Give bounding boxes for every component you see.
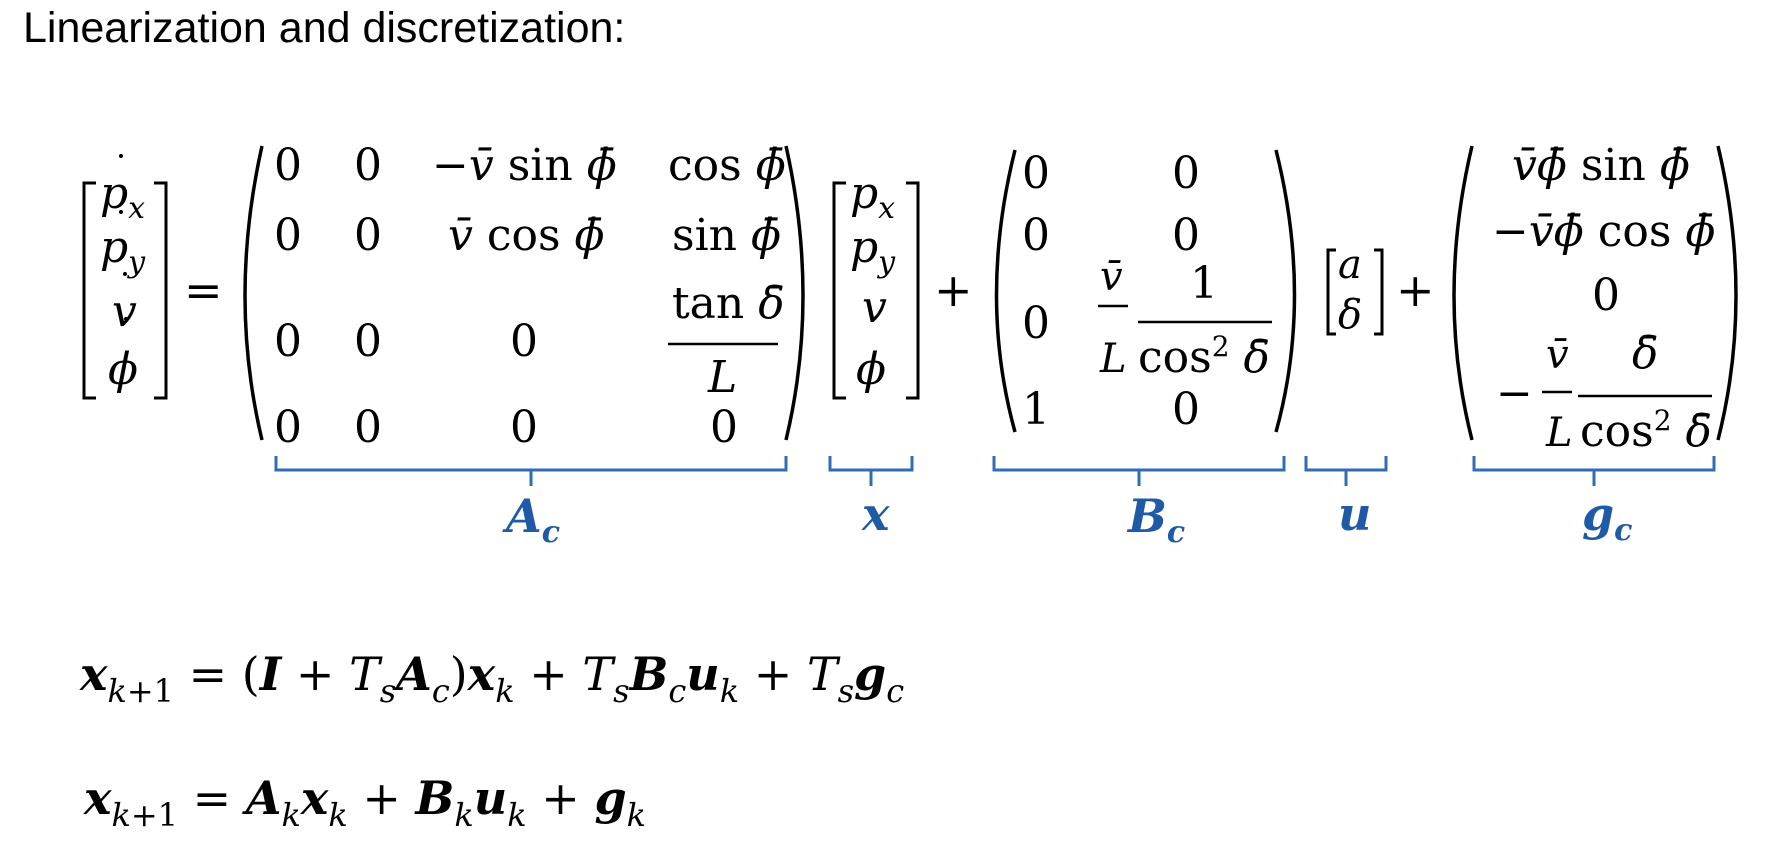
- svg-text:a: a: [1338, 242, 1362, 288]
- svg-text:0: 0: [510, 402, 538, 453]
- Ac-label: Ac: [502, 489, 560, 550]
- svg-text:v: v: [112, 286, 137, 337]
- svg-text:0: 0: [1022, 210, 1050, 261]
- x-label: x: [861, 487, 890, 541]
- u-vector: a δ: [1326, 242, 1384, 338]
- svg-text:δ̄: δ̄: [1632, 328, 1659, 379]
- svg-text:0: 0: [274, 316, 302, 367]
- svg-text:1: 1: [1022, 384, 1050, 435]
- svg-text:1: 1: [1190, 258, 1218, 309]
- svg-text:py: py: [850, 222, 896, 280]
- svg-text:−v̄ sin ϕ̄: −v̄ sin ϕ̄: [432, 140, 617, 191]
- svg-text:˙: ˙: [112, 206, 130, 247]
- u-label: u: [1338, 487, 1371, 541]
- svg-text:v: v: [862, 282, 887, 333]
- svg-text:0: 0: [274, 402, 302, 453]
- svg-text:0: 0: [1022, 298, 1050, 349]
- underbraces: [274, 456, 1716, 486]
- svg-text:−: −: [1496, 368, 1533, 419]
- svg-text:0: 0: [274, 140, 302, 191]
- Bc-matrix: 0 0 0 0 0 v̄ L 1 cos2 δ̄ 1 0: [994, 148, 1297, 435]
- svg-text:0: 0: [274, 210, 302, 261]
- equation-discrete: xk+1 = Akxk + Bkuk + gk: [83, 771, 646, 834]
- svg-text:v̄: v̄: [1546, 332, 1569, 378]
- svg-text:v̄: v̄: [1100, 254, 1123, 300]
- svg-text:L: L: [1099, 336, 1127, 382]
- svg-text:v̄ cos ϕ̄: v̄ cos ϕ̄: [448, 210, 605, 261]
- svg-text:L: L: [707, 352, 737, 403]
- svg-text:0: 0: [354, 210, 382, 261]
- svg-text:xk+1 = Akxk + Bkuk + gk: xk+1 = Akxk + Bkuk + gk: [83, 771, 646, 834]
- lhs-vector: px ˙ py ˙ v ˙ ϕ ˙: [82, 150, 168, 400]
- svg-text:py: py: [100, 222, 146, 280]
- svg-text:0: 0: [1172, 384, 1200, 435]
- svg-text:cos2 δ̄: cos2 δ̄: [1580, 404, 1712, 457]
- lhs-entry-py-dot: py ˙: [100, 206, 146, 280]
- svg-text:ϕ: ϕ: [108, 344, 138, 395]
- svg-text:0: 0: [354, 402, 382, 453]
- underbrace-labels: Ac x Bc u gc: [502, 487, 1632, 550]
- svg-text:v̄ϕ̄ sin ϕ̄: v̄ϕ̄ sin ϕ̄: [1512, 140, 1690, 191]
- svg-text:δ: δ: [1338, 292, 1362, 338]
- lhs-entry-v-dot: v ˙: [112, 268, 137, 337]
- plus-sign-1: +: [934, 263, 973, 317]
- lhs-entry-phi-dot: ϕ ˙: [108, 313, 138, 395]
- svg-text:0: 0: [1172, 148, 1200, 199]
- svg-text:−v̄ϕ̄ cos ϕ̄: −v̄ϕ̄ cos ϕ̄: [1492, 206, 1715, 257]
- svg-text:0: 0: [510, 316, 538, 367]
- plus-sign-2: +: [1396, 263, 1435, 317]
- svg-text:0: 0: [710, 402, 738, 453]
- slide-heading: Linearization and discretization:: [23, 4, 626, 52]
- svg-text:0: 0: [354, 316, 382, 367]
- svg-text:xk+1 = (I + TsAc)xk + TsBcuk +: xk+1 = (I + TsAc)xk + TsBcuk + Tsgc: [79, 647, 904, 710]
- svg-text:sin ϕ̄: sin ϕ̄: [672, 210, 781, 261]
- svg-text:˙: ˙: [117, 313, 135, 354]
- svg-text:0: 0: [1592, 270, 1620, 321]
- gc-label: gc: [1582, 487, 1632, 548]
- svg-text:˙: ˙: [116, 268, 134, 309]
- svg-text:˙: ˙: [112, 150, 130, 191]
- svg-text:ϕ: ϕ: [856, 344, 886, 395]
- gc-vector: v̄ϕ̄ sin ϕ̄ −v̄ϕ̄ cos ϕ̄ 0 − v̄ L δ̄ cos…: [1452, 140, 1738, 457]
- x-vector: px py v ϕ: [832, 168, 920, 400]
- equation-continuous-to-discrete: xk+1 = (I + TsAc)xk + TsBcuk + Tsgc: [79, 647, 904, 710]
- svg-text:0: 0: [1022, 148, 1050, 199]
- svg-text:0: 0: [354, 140, 382, 191]
- svg-text:cos ϕ̄: cos ϕ̄: [668, 140, 786, 191]
- svg-text:0: 0: [1172, 210, 1200, 261]
- equals-sign: =: [184, 263, 223, 317]
- Bc-label: Bc: [1126, 489, 1185, 550]
- Ac-matrix: 0 0 −v̄ sin ϕ̄ cos ϕ̄ 0 0 v̄ cos ϕ̄ sin …: [243, 140, 805, 453]
- svg-text:L: L: [1545, 410, 1573, 456]
- svg-text:tan δ̄: tan δ̄: [672, 278, 785, 329]
- svg-text:px: px: [850, 168, 895, 226]
- svg-text:cos2 δ̄: cos2 δ̄: [1138, 330, 1270, 383]
